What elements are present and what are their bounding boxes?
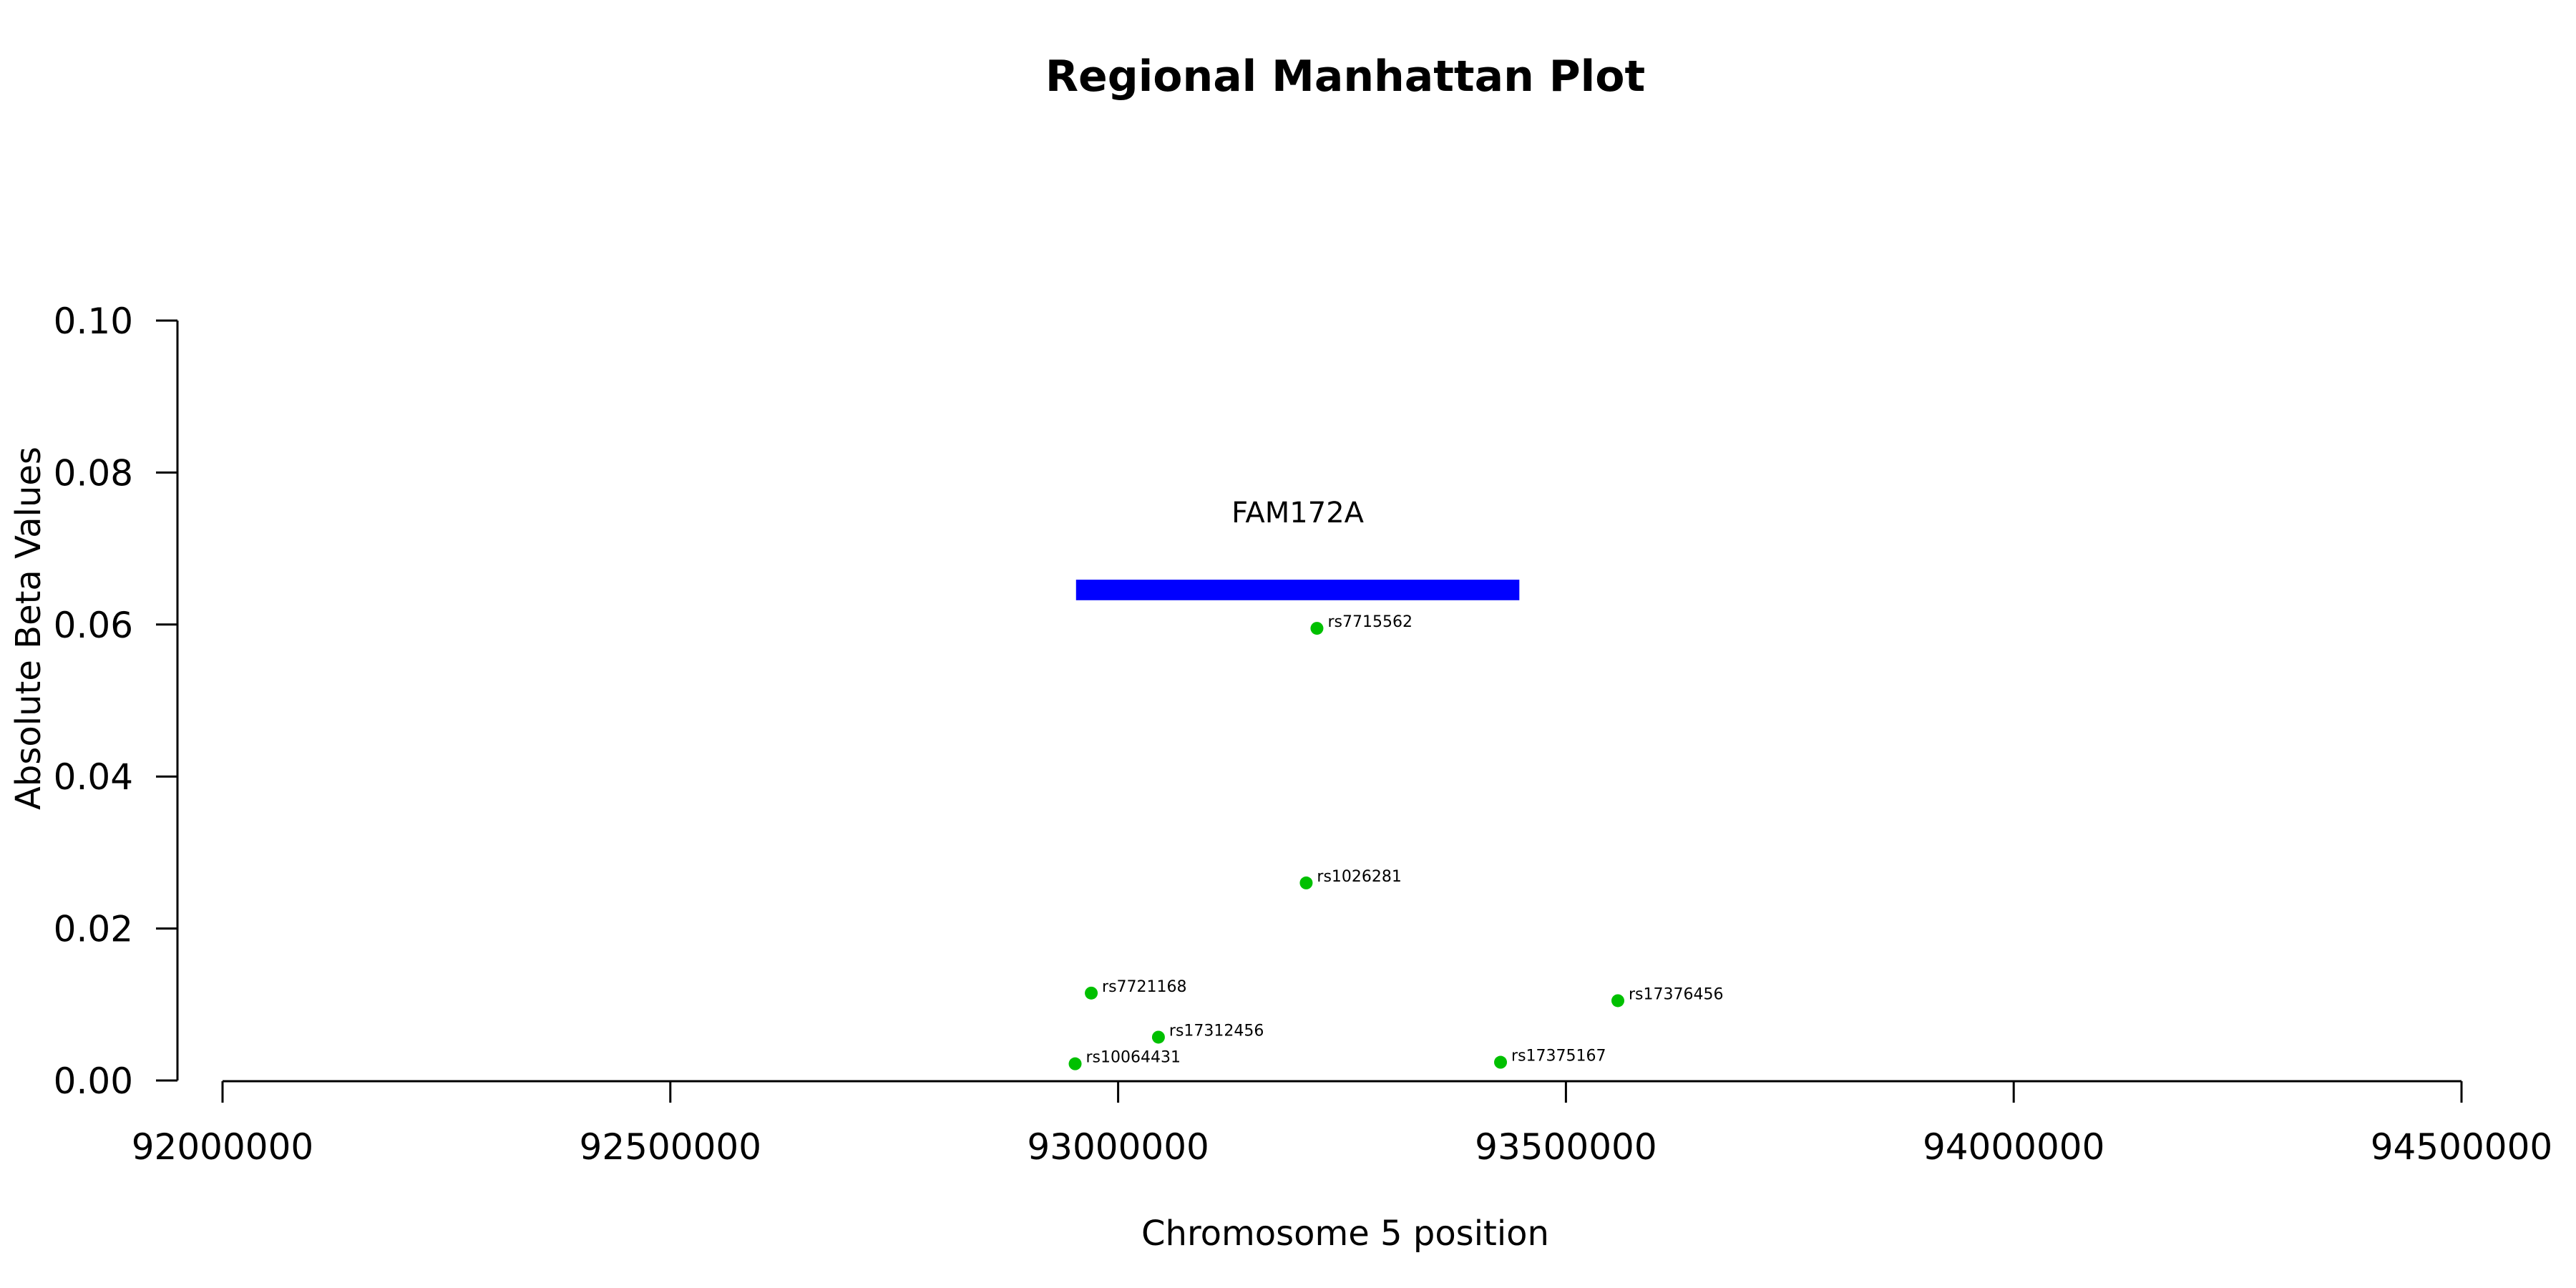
y-tick-label: 0.10 (54, 301, 133, 342)
snp-label: rs7721168 (1102, 978, 1187, 996)
snp-point (1611, 994, 1624, 1008)
snp-point (1151, 1030, 1165, 1044)
gene-label: FAM172A (1231, 497, 1365, 530)
y-axis-label: Absolute Beta Values (9, 447, 49, 810)
x-tick-label: 92500000 (580, 1126, 762, 1168)
y-axis: 0.00 0.02 0.04 0.06 0.08 0.10 (54, 301, 179, 1102)
snp-point (1299, 876, 1313, 889)
snp-label: rs7715562 (1327, 613, 1413, 631)
x-tick-label: 94000000 (1923, 1126, 2105, 1168)
y-tick-label: 0.06 (54, 605, 133, 646)
x-tick-label: 93500000 (1475, 1126, 1657, 1168)
snp-point (1494, 1055, 1508, 1069)
snp-label: rs17376456 (1629, 985, 1723, 1003)
y-tick-label: 0.00 (54, 1060, 133, 1102)
snp-label: rs17312456 (1169, 1022, 1264, 1040)
snp-label: rs17375167 (1511, 1048, 1606, 1065)
x-axis: 92000000 92500000 93000000 93500000 94000000… (132, 1080, 2553, 1168)
snp-points: rs7715562 rs1026281 rs7721168 rs17376456 rs1… (1068, 613, 1723, 1070)
y-tick-label: 0.02 (54, 909, 133, 950)
y-tick-label: 0.08 (54, 452, 133, 494)
snp-label: rs10064431 (1086, 1049, 1181, 1067)
gene-track: FAM172A (1075, 497, 1520, 600)
snp-label: rs1026281 (1317, 868, 1402, 886)
y-tick-label: 0.04 (54, 756, 133, 798)
x-tick-label: 93000000 (1027, 1126, 1209, 1168)
gene-bar (1075, 580, 1520, 600)
x-tick-label: 94500000 (2371, 1126, 2553, 1168)
snp-point (1068, 1057, 1082, 1070)
chart-title: Regional Manhattan Plot (1045, 52, 1645, 102)
snp-point (1310, 622, 1324, 635)
x-axis-label: Chromosome 5 position (1141, 1214, 1549, 1254)
x-tick-label: 92000000 (132, 1126, 314, 1168)
snp-point (1085, 986, 1098, 1000)
